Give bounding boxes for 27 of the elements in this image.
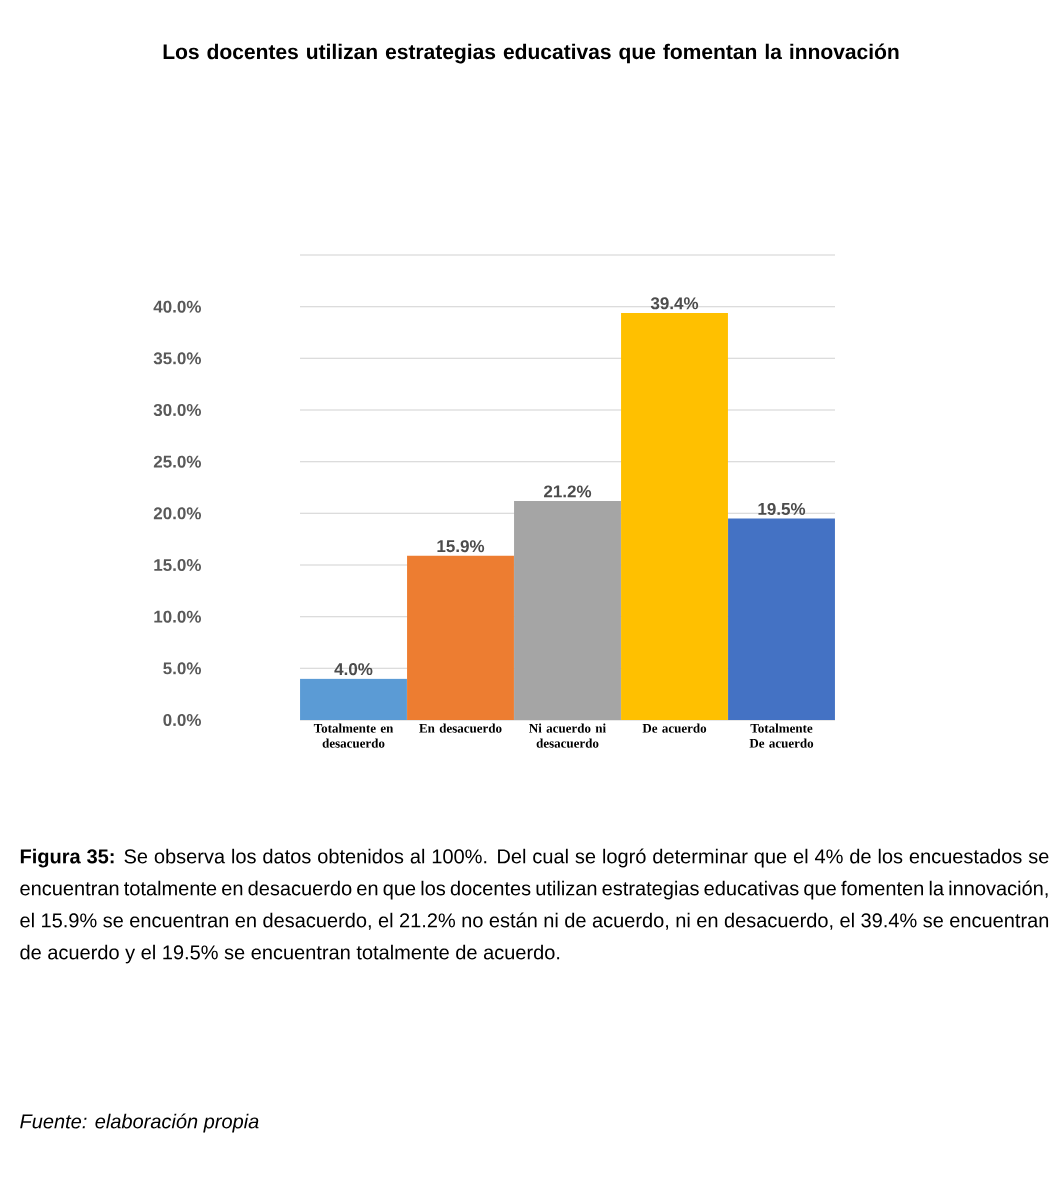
data-label: 15.9% [437,540,485,553]
y-tick-label: 0.0% [163,713,202,727]
text: Figura 35: Se observa los datos obtenidos al 100%. Del cual se logró determinar que el 4% de los encuestados se encuentran totalmente en desacuerdo en que los docentes utilizan estrategias educativas que fomenten la innovación, el 15.9% se encuentran en desacuerdo, el 21.2% no están ni de acuerdo, ni en desacuerdo, el 39.4% se encuentran de acuerdo y el 19.5% se encuentran totalmente de acuerdo. [20,848,1049,964]
x-tick-label: En desacuerdo [419,723,502,733]
y-tick-label: 20.0% [153,507,202,520]
x-tick-label: De acuerdo [642,723,707,733]
x-tick-label: Totalmente De acuerdo [749,723,814,748]
bar [300,678,407,721]
data-label: 39.4% [650,297,699,310]
bar [407,555,514,721]
bar [621,312,728,721]
source-note: Fuente: elaboración propia [20,1113,259,1133]
x-tick-label: Ni acuerdo ni desacuerdo [529,723,606,748]
y-tick-label: 35.0% [153,352,202,365]
data-label: 19.5% [758,502,806,515]
y-tick-label: 25.0% [153,455,202,468]
y-tick-label: 30.0% [153,403,202,417]
x-tick-label: Totalmente en desacuerdo [313,723,394,748]
y-tick-label: 40.0% [153,300,202,313]
data-label: 21.2% [544,485,592,498]
data-label: 4.0% [334,663,373,676]
bar [514,500,621,721]
y-tick-label: 10.0% [154,610,202,623]
y-tick-label: 5.0% [163,662,202,675]
y-tick-label: 15.0% [154,558,202,572]
bar [728,518,835,721]
chart-title: Los docentes utilizan estrategias educativas que fomentan la innovación [163,43,899,64]
